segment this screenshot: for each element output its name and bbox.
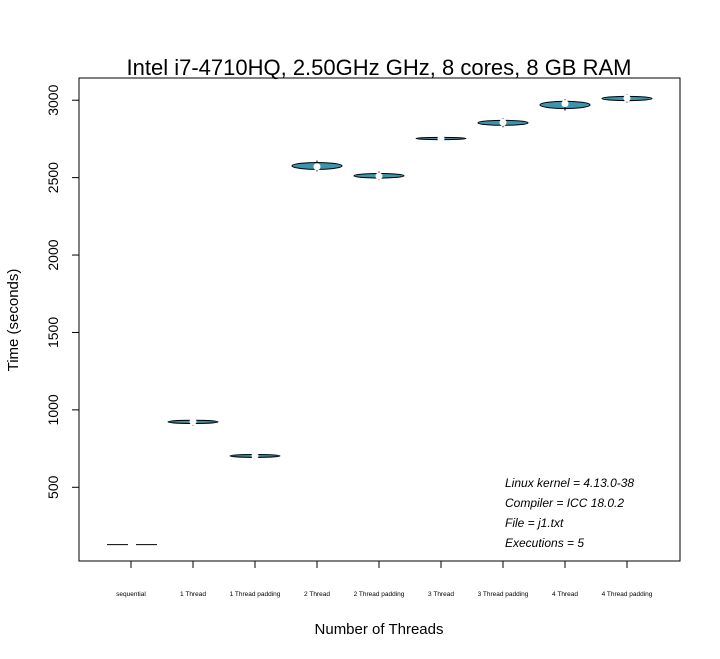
y-tick-label: 2500 [45,162,61,193]
median-point [561,100,569,108]
x-axis: sequential 1 Thread 1 Thread padding 2 Thre… [116,560,653,598]
x-tick-label: sequential [116,591,146,598]
x-axis-label: Number of Threads [315,621,444,638]
violin-5 [415,135,467,143]
annotation-line: Linux kernel = 4.13.0-38 [505,476,634,490]
annotation-line: Executions = 5 [505,536,584,550]
median-point [499,119,507,127]
violins [107,94,653,546]
y-tick-label: 1500 [45,317,61,348]
y-tick-label: 1000 [45,394,61,425]
median-point [437,135,445,143]
median-point [623,94,631,102]
annotations: Linux kernel = 4.13.0-38 Compiler = ICC 1… [505,476,634,550]
median-point [251,452,259,460]
y-axis-label: Time (seconds) [5,269,22,372]
violin-7 [539,99,591,111]
x-tick-label: 1 Thread padding [230,591,281,598]
median-point [375,172,383,180]
violin-8 [601,94,653,103]
x-tick-label: 3 Thread padding [478,591,529,598]
annotation-line: Compiler = ICC 18.0.2 [505,496,624,510]
violin-4 [353,171,405,181]
annotation-line: File = j1.txt [505,516,564,530]
median-point [189,417,197,425]
y-axis: 500 1000 1500 2000 2500 3000 [45,84,80,499]
violin-2 [229,452,281,460]
violin-3 [291,160,343,172]
violin-1 [167,417,219,426]
x-tick-label: 1 Thread [180,591,206,598]
violin-6 [477,118,529,128]
median-point [313,163,321,171]
chart-title: Intel i7-4710HQ, 2.50GHz GHz, 8 cores, 8… [127,55,632,80]
y-tick-label: 3000 [45,84,61,115]
y-tick-label: 500 [45,475,61,499]
x-tick-label: 4 Thread [552,591,578,598]
x-tick-label: 2 Thread [304,591,330,598]
x-tick-label: 3 Thread [428,591,454,598]
x-tick-label: 4 Thread padding [602,591,653,598]
x-tick-label: 2 Thread padding [354,591,405,598]
y-tick-label: 2000 [45,239,61,270]
